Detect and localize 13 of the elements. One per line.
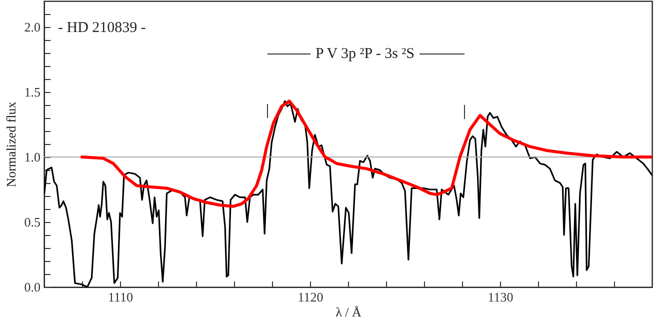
- y-tick-label: 1.5: [24, 84, 40, 100]
- y-axis-title: Normalized flux: [3, 101, 18, 188]
- y-tick-label: 2.0: [24, 20, 40, 34]
- x-axis-title: λ / Å: [336, 304, 362, 320]
- y-tick-label: 1.0: [24, 150, 40, 164]
- annotation: - HD 210839 -: [58, 20, 146, 36]
- annotation: P V 3p ²P - 3s ²S: [315, 46, 415, 62]
- y-tick-label: 0.5: [24, 214, 40, 230]
- line-series: [80, 100, 652, 208]
- x-tick-label: 1130: [488, 290, 514, 304]
- x-tick-label: 1110: [108, 290, 134, 304]
- y-tick-label: 0.0: [24, 280, 40, 294]
- x-tick-label: 1120: [298, 290, 324, 304]
